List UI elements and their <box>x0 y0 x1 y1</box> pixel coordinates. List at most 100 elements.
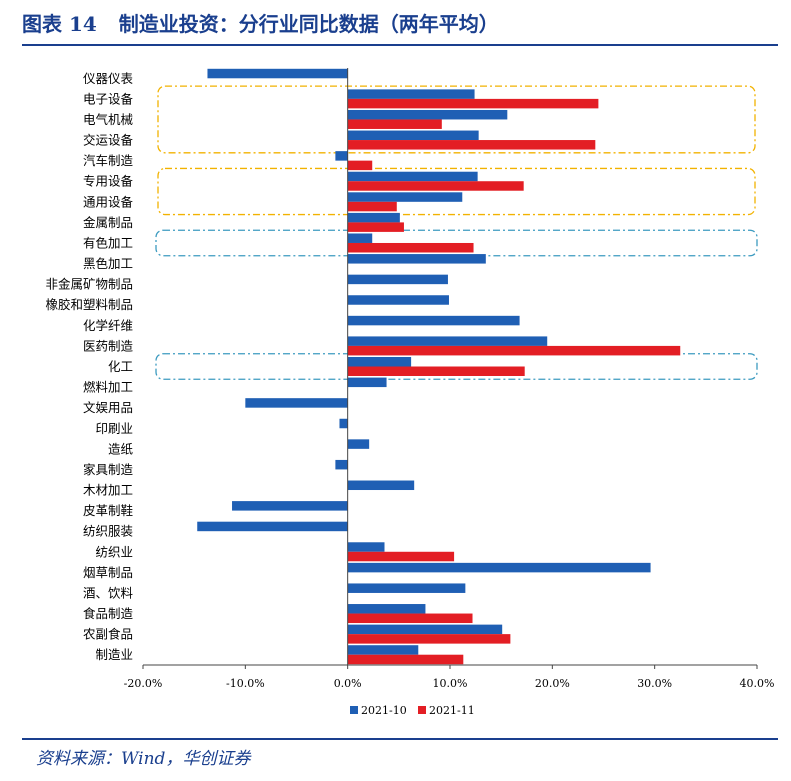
bar-2021-10-酒、饮料 <box>347 583 466 593</box>
bar-2021-11-电气机械 <box>347 119 442 129</box>
legend-label-2: 2021-11 <box>429 704 475 717</box>
figure-number: 图表 14 <box>22 12 97 36</box>
bar-2021-11-金属制品 <box>347 222 404 232</box>
bar-2021-10-食品制造 <box>347 604 426 614</box>
chart-bars <box>197 68 681 665</box>
x-tick-label: 0.0% <box>334 677 362 690</box>
bar-chart: 仪器仪表电子设备电气机械交运设备汽车制造专用设备通用设备金属制品有色加工黑色加工… <box>45 68 775 717</box>
bar-2021-10-纺织业 <box>347 542 385 552</box>
bar-2021-11-专用设备 <box>347 181 524 191</box>
legend-swatch-2 <box>418 706 426 714</box>
category-label: 家具制造 <box>83 462 134 477</box>
x-tick-label: 10.0% <box>433 677 468 690</box>
category-label: 仪器仪表 <box>83 71 134 86</box>
bar-2021-10-燃料加工 <box>347 377 387 388</box>
bar-2021-10-医药制造 <box>347 336 548 346</box>
x-tick-label: -10.0% <box>226 677 265 690</box>
source-note: 资料来源：Wind，华创证券 <box>36 749 251 769</box>
bar-2021-10-汽车制造 <box>335 151 348 161</box>
bar-2021-10-造纸 <box>347 439 370 449</box>
bar-2021-10-皮革制鞋 <box>232 501 348 511</box>
bar-2021-10-金属制品 <box>347 212 400 223</box>
bar-2021-11-农副食品 <box>347 634 511 644</box>
bar-2021-10-有色加工 <box>347 233 373 243</box>
category-label: 交运设备 <box>83 133 134 148</box>
legend-swatch-1 <box>350 706 358 714</box>
bar-2021-11-食品制造 <box>347 613 473 624</box>
chart-axes <box>142 68 758 669</box>
bar-2021-10-电气机械 <box>347 109 508 120</box>
bar-2021-11-有色加工 <box>347 242 474 253</box>
category-label: 农副食品 <box>83 627 133 642</box>
bar-2021-10-橡胶和塑料制品 <box>347 295 449 305</box>
category-label: 造纸 <box>108 441 134 456</box>
bar-2021-10-纺织服装 <box>197 521 348 532</box>
category-label: 化学纤维 <box>83 318 133 333</box>
figure-title-text: 制造业投资：分行业同比数据（两年平均） <box>118 12 499 36</box>
highlight-box-1 <box>157 85 756 154</box>
category-label: 木材加工 <box>83 483 133 498</box>
bar-2021-10-专用设备 <box>347 171 478 182</box>
category-label: 制造业 <box>95 647 133 662</box>
category-label: 有色加工 <box>83 235 133 250</box>
highlight-box-4 <box>155 353 758 380</box>
bar-2021-10-非金属矿物制品 <box>347 274 448 285</box>
category-label: 专用设备 <box>83 174 134 189</box>
bar-2021-10-农副食品 <box>347 624 503 635</box>
category-label: 橡胶和塑料制品 <box>45 297 133 312</box>
category-label: 纺织服装 <box>83 524 133 539</box>
category-label: 酒、饮料 <box>83 585 134 600</box>
category-label: 医药制造 <box>83 338 134 353</box>
category-label: 非金属矿物制品 <box>45 277 133 292</box>
category-label: 金属制品 <box>83 215 133 230</box>
bar-2021-10-文娱用品 <box>245 398 348 408</box>
bar-2021-10-烟草制品 <box>347 562 651 573</box>
bar-2021-10-木材加工 <box>347 480 415 491</box>
category-label: 汽车制造 <box>83 153 134 168</box>
category-label: 印刷业 <box>95 421 133 436</box>
category-label: 皮革制鞋 <box>83 503 134 518</box>
bar-2021-10-化工 <box>347 357 412 367</box>
category-label: 电气机械 <box>83 112 134 127</box>
category-label: 化工 <box>108 359 133 374</box>
bar-2021-10-电子设备 <box>347 89 475 99</box>
x-tick-label: 20.0% <box>535 677 570 690</box>
x-tick-label: 30.0% <box>637 677 672 690</box>
category-label: 通用设备 <box>83 194 134 209</box>
bar-2021-10-家具制造 <box>335 459 348 470</box>
bar-2021-11-纺织业 <box>347 551 455 562</box>
highlight-box-3 <box>155 229 758 257</box>
bar-2021-11-交运设备 <box>347 140 596 150</box>
bar-2021-10-交运设备 <box>347 130 479 141</box>
title-rule <box>22 44 778 46</box>
bar-2021-10-印刷业 <box>339 418 348 429</box>
bar-2021-10-化学纤维 <box>347 315 520 326</box>
bar-2021-11-化工 <box>347 366 525 376</box>
legend-label-1: 2021-10 <box>361 704 407 717</box>
category-label: 烟草制品 <box>83 565 133 580</box>
bar-2021-10-制造业 <box>347 645 419 655</box>
category-label: 食品制造 <box>83 606 134 621</box>
category-label: 黑色加工 <box>83 256 133 271</box>
bar-2021-10-黑色加工 <box>347 254 486 264</box>
bar-2021-10-仪器仪表 <box>207 68 348 79</box>
legend: 2021-10 2021-11 <box>350 704 475 717</box>
x-tick-label: -20.0% <box>124 677 163 690</box>
category-label: 纺织业 <box>95 544 133 559</box>
bar-2021-11-汽车制造 <box>347 160 373 171</box>
category-label: 燃料加工 <box>83 380 133 395</box>
category-label: 电子设备 <box>83 91 134 106</box>
category-labels: 仪器仪表电子设备电气机械交运设备汽车制造专用设备通用设备金属制品有色加工黑色加工… <box>45 71 133 662</box>
x-tick-label: 40.0% <box>740 677 775 690</box>
bar-2021-11-医药制造 <box>347 345 681 356</box>
bar-2021-10-通用设备 <box>347 192 463 202</box>
highlight-box-2 <box>157 167 756 216</box>
bar-2021-11-制造业 <box>347 654 464 665</box>
source-rule <box>22 738 778 740</box>
figure-title: 图表 14 制造业投资：分行业同比数据（两年平均） <box>22 8 499 37</box>
bar-2021-11-通用设备 <box>347 201 397 212</box>
x-tick-labels: -20.0% -10.0% 0.0% 10.0% 20.0% 30.0% 40.0% <box>124 677 775 690</box>
highlight-boxes <box>155 85 758 380</box>
bar-2021-11-电子设备 <box>347 98 599 109</box>
category-label: 文娱用品 <box>83 400 133 415</box>
